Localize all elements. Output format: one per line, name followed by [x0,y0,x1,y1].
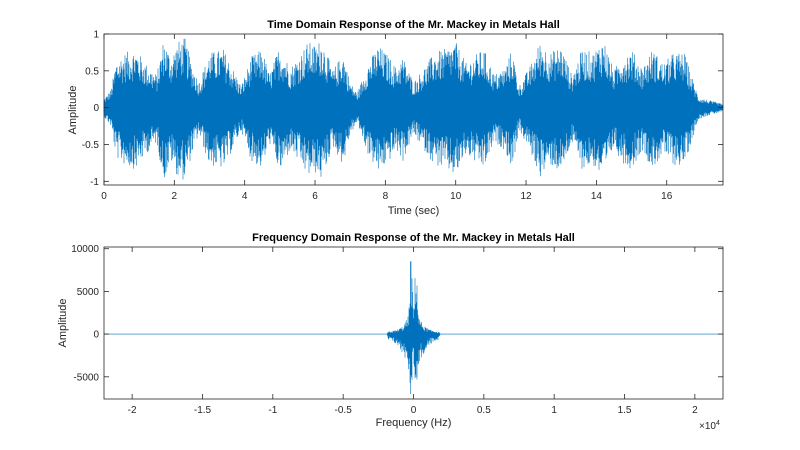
x-tick-label: 0 [411,405,417,416]
y-tick-label: -1 [90,177,99,188]
x-tick-label: 0.5 [477,405,491,416]
x-tick-label: 8 [383,191,389,202]
frequency-y-axis-label: Amplitude [57,299,69,348]
time-signal-series [103,38,724,180]
x-tick-label: -1.5 [194,405,212,416]
frequency-spectrum-series [104,261,723,395]
y-tick-label: 1 [93,30,99,41]
x-tick-label: 0 [101,191,107,202]
time-y-ticks: -1 -0.5 0 0.5 1 [82,30,723,188]
x-tick-label: 1 [551,405,557,416]
y-tick-label: -5000 [73,372,99,383]
frequency-x-axis-multiplier: ×104 [699,420,720,432]
time-domain-plot: Time Domain Response of the Mr. Mackey i… [67,19,724,217]
frequency-x-ticks: -2 -1.5 -1 -0.5 0 0.5 1 1.5 2 [128,247,698,416]
x-tick-label: 4 [242,191,248,202]
x-tick-label: -0.5 [335,405,353,416]
y-tick-label: 0 [93,103,99,114]
time-y-axis-label: Amplitude [67,86,79,135]
time-plot-title: Time Domain Response of the Mr. Mackey i… [267,19,560,31]
x-tick-label: -1 [268,405,277,416]
time-signal-trace [103,38,724,180]
y-tick-label: -0.5 [82,140,100,151]
x-tick-label: 1.5 [618,405,632,416]
y-tick-label: 0.5 [85,66,99,77]
x-tick-label: 16 [661,191,673,202]
y-tick-label: 0 [93,330,99,341]
time-x-ticks: 0 2 4 6 8 10 12 14 16 [101,34,673,202]
x-tick-label: 10 [450,191,462,202]
time-axes-box [103,33,724,186]
x-tick-label: 2 [692,405,698,416]
time-x-axis-label: Time (sec) [388,205,440,217]
y-tick-label: 10000 [71,244,99,255]
x-tick-label: 12 [520,191,532,202]
frequency-spectrum-trace [104,261,723,395]
frequency-y-ticks: -5000 0 5000 10000 [71,244,723,383]
y-tick-label: 5000 [77,287,100,298]
frequency-plot-title: Frequency Domain Response of the Mr. Mac… [252,232,575,244]
frequency-x-axis-label: Frequency (Hz) [376,417,452,429]
x-tick-label: 6 [312,191,318,202]
x-tick-label: -2 [128,405,137,416]
x-tick-label: 14 [591,191,603,202]
x-tick-label: 2 [172,191,178,202]
frequency-domain-plot: Frequency Domain Response of the Mr. Mac… [57,232,724,432]
